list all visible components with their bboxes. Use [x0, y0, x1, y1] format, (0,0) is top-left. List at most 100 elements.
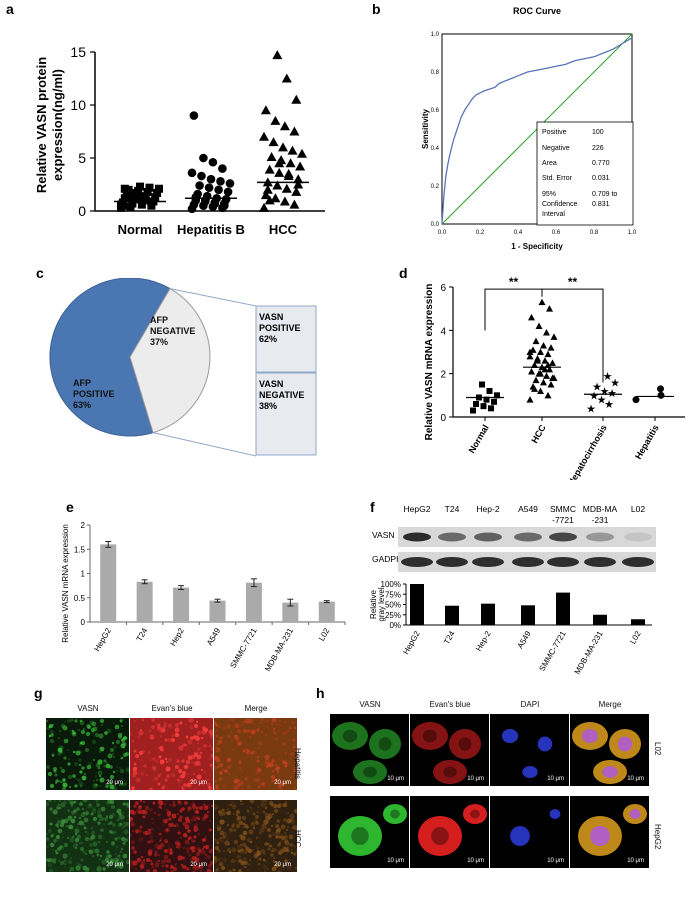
e-bar	[245, 582, 262, 622]
h-row-label: HepG2	[653, 824, 662, 850]
f-blot-vasn-band	[549, 532, 577, 542]
a-data-point	[270, 115, 281, 125]
f-blot-vasn-band	[403, 532, 431, 542]
d-category-label: Hepatocirrhosis	[566, 423, 609, 480]
g-micrograph-texture	[46, 718, 129, 790]
d-category-label: Normal	[467, 423, 491, 455]
f-ylabel: gray level	[377, 587, 386, 621]
f-blot-gapdh-band	[436, 557, 468, 567]
d-data-point	[632, 396, 640, 404]
d-data-point: ★	[603, 371, 613, 383]
a-data-point	[128, 194, 137, 203]
d-data-point: ★	[610, 377, 620, 389]
a-data-point	[220, 201, 229, 210]
h-micrograph-tile: 10 μm	[490, 796, 569, 868]
f-category-label: HepG2	[401, 629, 422, 656]
d-ytick-label: 0	[440, 413, 446, 424]
c-breakdown-value: 38%	[259, 401, 277, 411]
g-scale-bar-label: 20 μm	[190, 780, 207, 786]
c-breakdown-value: 62%	[259, 334, 277, 344]
f-bar	[521, 605, 535, 625]
e-ytick-label: 0	[81, 618, 86, 627]
a-data-point	[285, 158, 296, 168]
h-scale-bar-label: 10 μm	[547, 858, 564, 864]
c-slice-label: POSITIVE	[73, 389, 115, 399]
a-data-point	[289, 126, 300, 136]
f-blot-gapdh-band	[547, 557, 579, 567]
c-breakdown-box	[255, 305, 317, 373]
a-data-point	[218, 164, 227, 173]
a-category-label: HCC	[269, 222, 298, 237]
a-data-point	[262, 184, 273, 194]
a-data-point	[291, 94, 302, 104]
a-data-point	[297, 148, 307, 158]
c-breakdown-label: VASN	[259, 312, 283, 322]
f-category-label: MDB-MA-231	[573, 629, 605, 676]
c-slice-afp-positive	[49, 278, 171, 437]
b-xtick-label: 0.0	[438, 230, 447, 236]
d-data-point: ★	[604, 399, 614, 411]
d-data-point	[494, 392, 500, 399]
b-xtick-label: 0.8	[590, 230, 599, 236]
f-blot-lane-header: L02	[631, 504, 645, 514]
e-ytick-label: 1.5	[74, 545, 86, 554]
e-bar	[173, 587, 190, 622]
b-stat-value: 226	[592, 145, 604, 152]
d-data-point	[488, 405, 494, 412]
d-data-point	[543, 372, 550, 379]
a-data-point	[151, 193, 160, 202]
d-ytick-label: 2	[440, 370, 446, 381]
g-scale-bar-label: 20 μm	[274, 780, 291, 786]
panel-d-scatter-chart: 0 2 4 6 Relative VASN mRNA expression Normal H…	[424, 275, 685, 480]
d-data-point	[546, 305, 553, 312]
g-micrograph-tile: 20 μm	[214, 800, 297, 872]
h-micrograph-tile: 10 μm	[410, 796, 489, 868]
a-ytick-label: 15	[70, 44, 86, 60]
e-category-label: SMMC-7721	[228, 626, 259, 670]
h-micrograph-cells	[572, 722, 641, 784]
h-micrograph-tile: 10 μm	[330, 796, 409, 868]
b-ytick-label: 0.6	[431, 108, 440, 114]
f-ytick-label: 50%	[385, 601, 401, 610]
f-blot-gapdh-band	[584, 557, 616, 567]
f-blot-lane-header: SMMC	[550, 504, 576, 514]
b-stat-name: Area	[542, 160, 557, 167]
f-category-label: SMMC-7721	[537, 629, 568, 673]
d-significance-label: **	[568, 275, 578, 289]
a-data-point	[208, 157, 218, 167]
f-blot-vasn-band	[474, 532, 502, 542]
d-data-point	[531, 385, 538, 392]
g-row-label: Hepatitis	[293, 748, 302, 780]
h-micrograph-tile: 10 μm	[490, 714, 569, 786]
d-data-point	[549, 359, 556, 366]
panel-a-ylabel-line1: Relative VASN protein	[34, 57, 49, 193]
d-data-point	[537, 370, 544, 377]
f-bar	[593, 614, 607, 625]
d-data-point	[532, 376, 540, 384]
d-data-point	[486, 388, 493, 394]
panel-a-ylabel-line2: expression(ng/ml)	[50, 69, 65, 181]
d-data-point	[544, 391, 552, 399]
g-micrograph-texture	[214, 800, 297, 872]
h-micrograph-tile: 10 μm	[570, 714, 649, 786]
d-ylabel: Relative VASN mRNA expression	[424, 284, 435, 441]
a-data-point	[187, 168, 197, 178]
a-data-point	[153, 188, 162, 197]
d-significance-bracket	[484, 288, 604, 383]
d-category-label: Hepatitis	[633, 423, 661, 461]
f-blot-vasn-band	[624, 532, 652, 542]
f-ytick-label: 25%	[385, 611, 401, 620]
f-blot-lane-header: A549	[518, 504, 538, 514]
d-data-point	[483, 396, 490, 403]
a-category-label: Hepatitis B	[177, 222, 245, 237]
f-blot-gapdh-band	[401, 557, 433, 567]
b-roc-curve	[441, 37, 633, 225]
a-data-point	[268, 137, 279, 147]
f-blot-row-label: VASN	[372, 530, 395, 540]
e-bar	[136, 581, 153, 622]
a-data-point	[137, 200, 146, 209]
d-data-point	[541, 357, 549, 364]
a-data-point	[120, 184, 129, 193]
f-blot-row-label: GADPH	[372, 554, 402, 564]
b-stat-name: Negative	[542, 145, 570, 152]
